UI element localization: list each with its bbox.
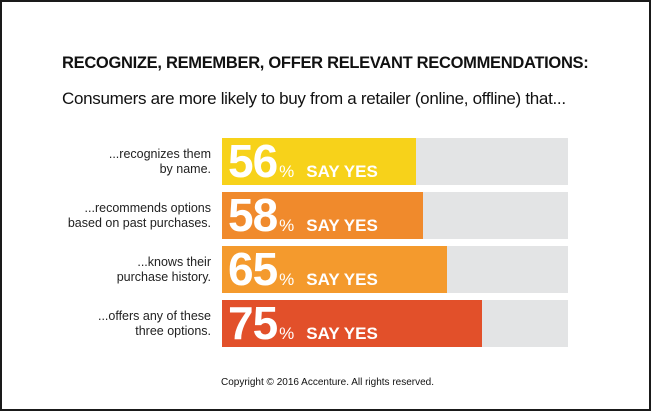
say-yes-label: SAY YES <box>306 270 378 289</box>
say-yes-label: SAY YES <box>306 216 378 235</box>
bar-track: 75% SAY YES <box>222 300 568 347</box>
bar-label-line: based on past purchases. <box>67 215 211 230</box>
bar-label-line: purchase history. <box>116 269 211 284</box>
percent-sign: % <box>279 216 295 235</box>
bar <box>222 138 416 185</box>
bar-label: ...offers any of these three options. <box>11 309 211 339</box>
value-number: 58 <box>228 189 278 241</box>
data-label: 58% SAY YES <box>228 192 378 239</box>
percent-sign: % <box>279 162 295 181</box>
bar-label-line: ...recommends options <box>84 200 211 215</box>
bar-track: 58% SAY YES <box>222 192 568 239</box>
bar-label-line: three options. <box>135 323 211 338</box>
percent-sign: % <box>279 270 295 289</box>
data-label: 65% SAY YES <box>228 246 378 293</box>
data-label: 75% SAY YES <box>228 300 378 347</box>
bar-label-line: ...knows their <box>137 254 211 269</box>
chart-title: RECOGNIZE, REMEMBER, OFFER RELEVANT RECO… <box>62 54 589 72</box>
say-yes-label: SAY YES <box>306 324 378 343</box>
bar <box>222 300 482 347</box>
value-number: 65 <box>228 243 278 295</box>
bar <box>222 246 447 293</box>
bar-label: ...recognizes them by name. <box>11 147 211 177</box>
say-yes-label: SAY YES <box>306 162 378 181</box>
bar-label-line: ...offers any of these <box>97 308 211 323</box>
bar-label: ...recommends options based on past purch… <box>11 201 211 231</box>
value-number: 56 <box>228 135 278 187</box>
bar-track: 56% SAY YES <box>222 138 568 185</box>
bar-label: ...knows their purchase history. <box>11 255 211 285</box>
bar-label-line: by name. <box>159 161 211 176</box>
chart-subtitle: Consumers are more likely to buy from a … <box>62 89 566 108</box>
copyright-footer: Copyright © 2016 Accenture. All rights r… <box>220 377 435 388</box>
value-number: 75 <box>228 297 278 349</box>
bar-track: 65% SAY YES <box>222 246 568 293</box>
bar <box>222 192 423 239</box>
bar-label-line: ...recognizes them <box>108 146 211 161</box>
data-label: 56% SAY YES <box>228 138 378 185</box>
percent-sign: % <box>279 324 295 343</box>
